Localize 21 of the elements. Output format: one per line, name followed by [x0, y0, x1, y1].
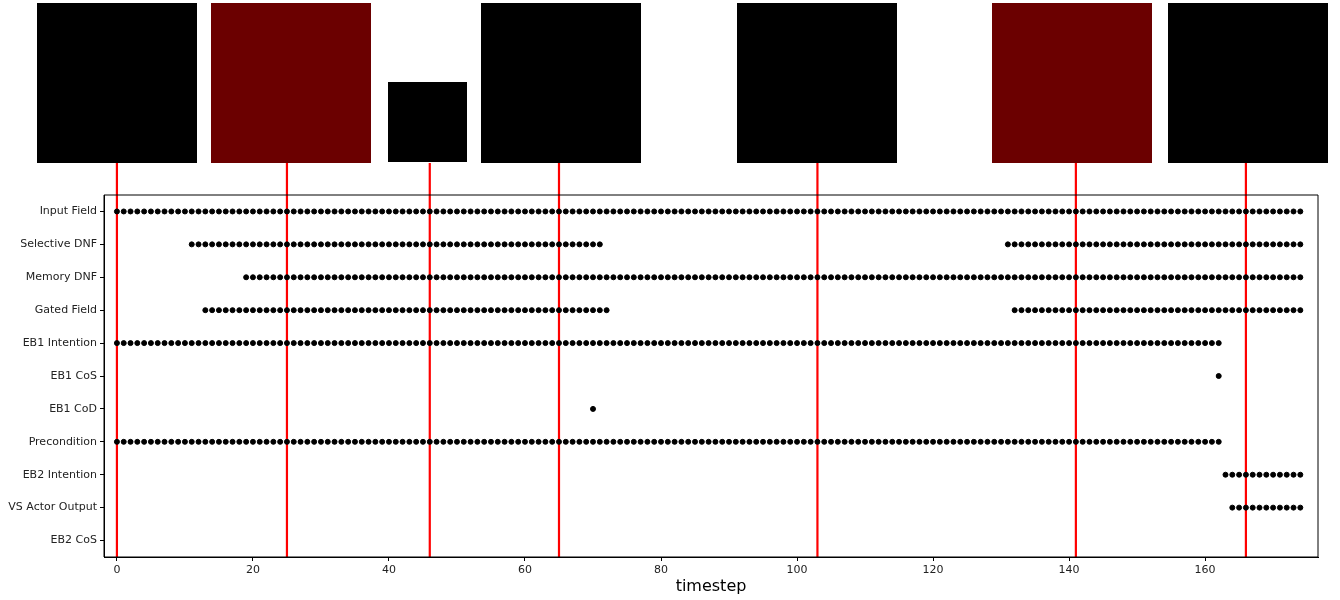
x-tick-label: 120 — [922, 563, 944, 577]
x-axis-title: timestep — [675, 575, 747, 595]
y-tick-label: EB1 CoD — [49, 401, 97, 415]
y-tick-label: Input Field — [39, 204, 97, 218]
x-tick-label: 0 — [113, 563, 121, 577]
y-tick-label: EB1 CoS — [50, 368, 98, 382]
y-tick-label: VS Actor Output — [8, 500, 98, 514]
x-tick-label: 60 — [517, 563, 532, 577]
y-tick-label: Precondition — [28, 434, 98, 448]
y-tick-label: Memory DNF — [25, 270, 97, 284]
y-tick-label: EB2 Intention — [22, 467, 98, 481]
y-tick-label: EB2 CoS — [50, 533, 98, 547]
x-tick-label: 80 — [654, 563, 669, 577]
x-tick-label: 140 — [1058, 563, 1080, 577]
x-tick-label: 100 — [786, 563, 808, 577]
y-tick-label: Gated Field — [34, 303, 97, 317]
y-tick-label: EB1 Intention — [22, 335, 98, 349]
x-tick-label: 40 — [381, 563, 396, 577]
x-tick-label: 20 — [245, 563, 260, 577]
y-tick-label: Selective DNF — [20, 237, 97, 251]
x-tick-label: 160 — [1194, 563, 1216, 577]
